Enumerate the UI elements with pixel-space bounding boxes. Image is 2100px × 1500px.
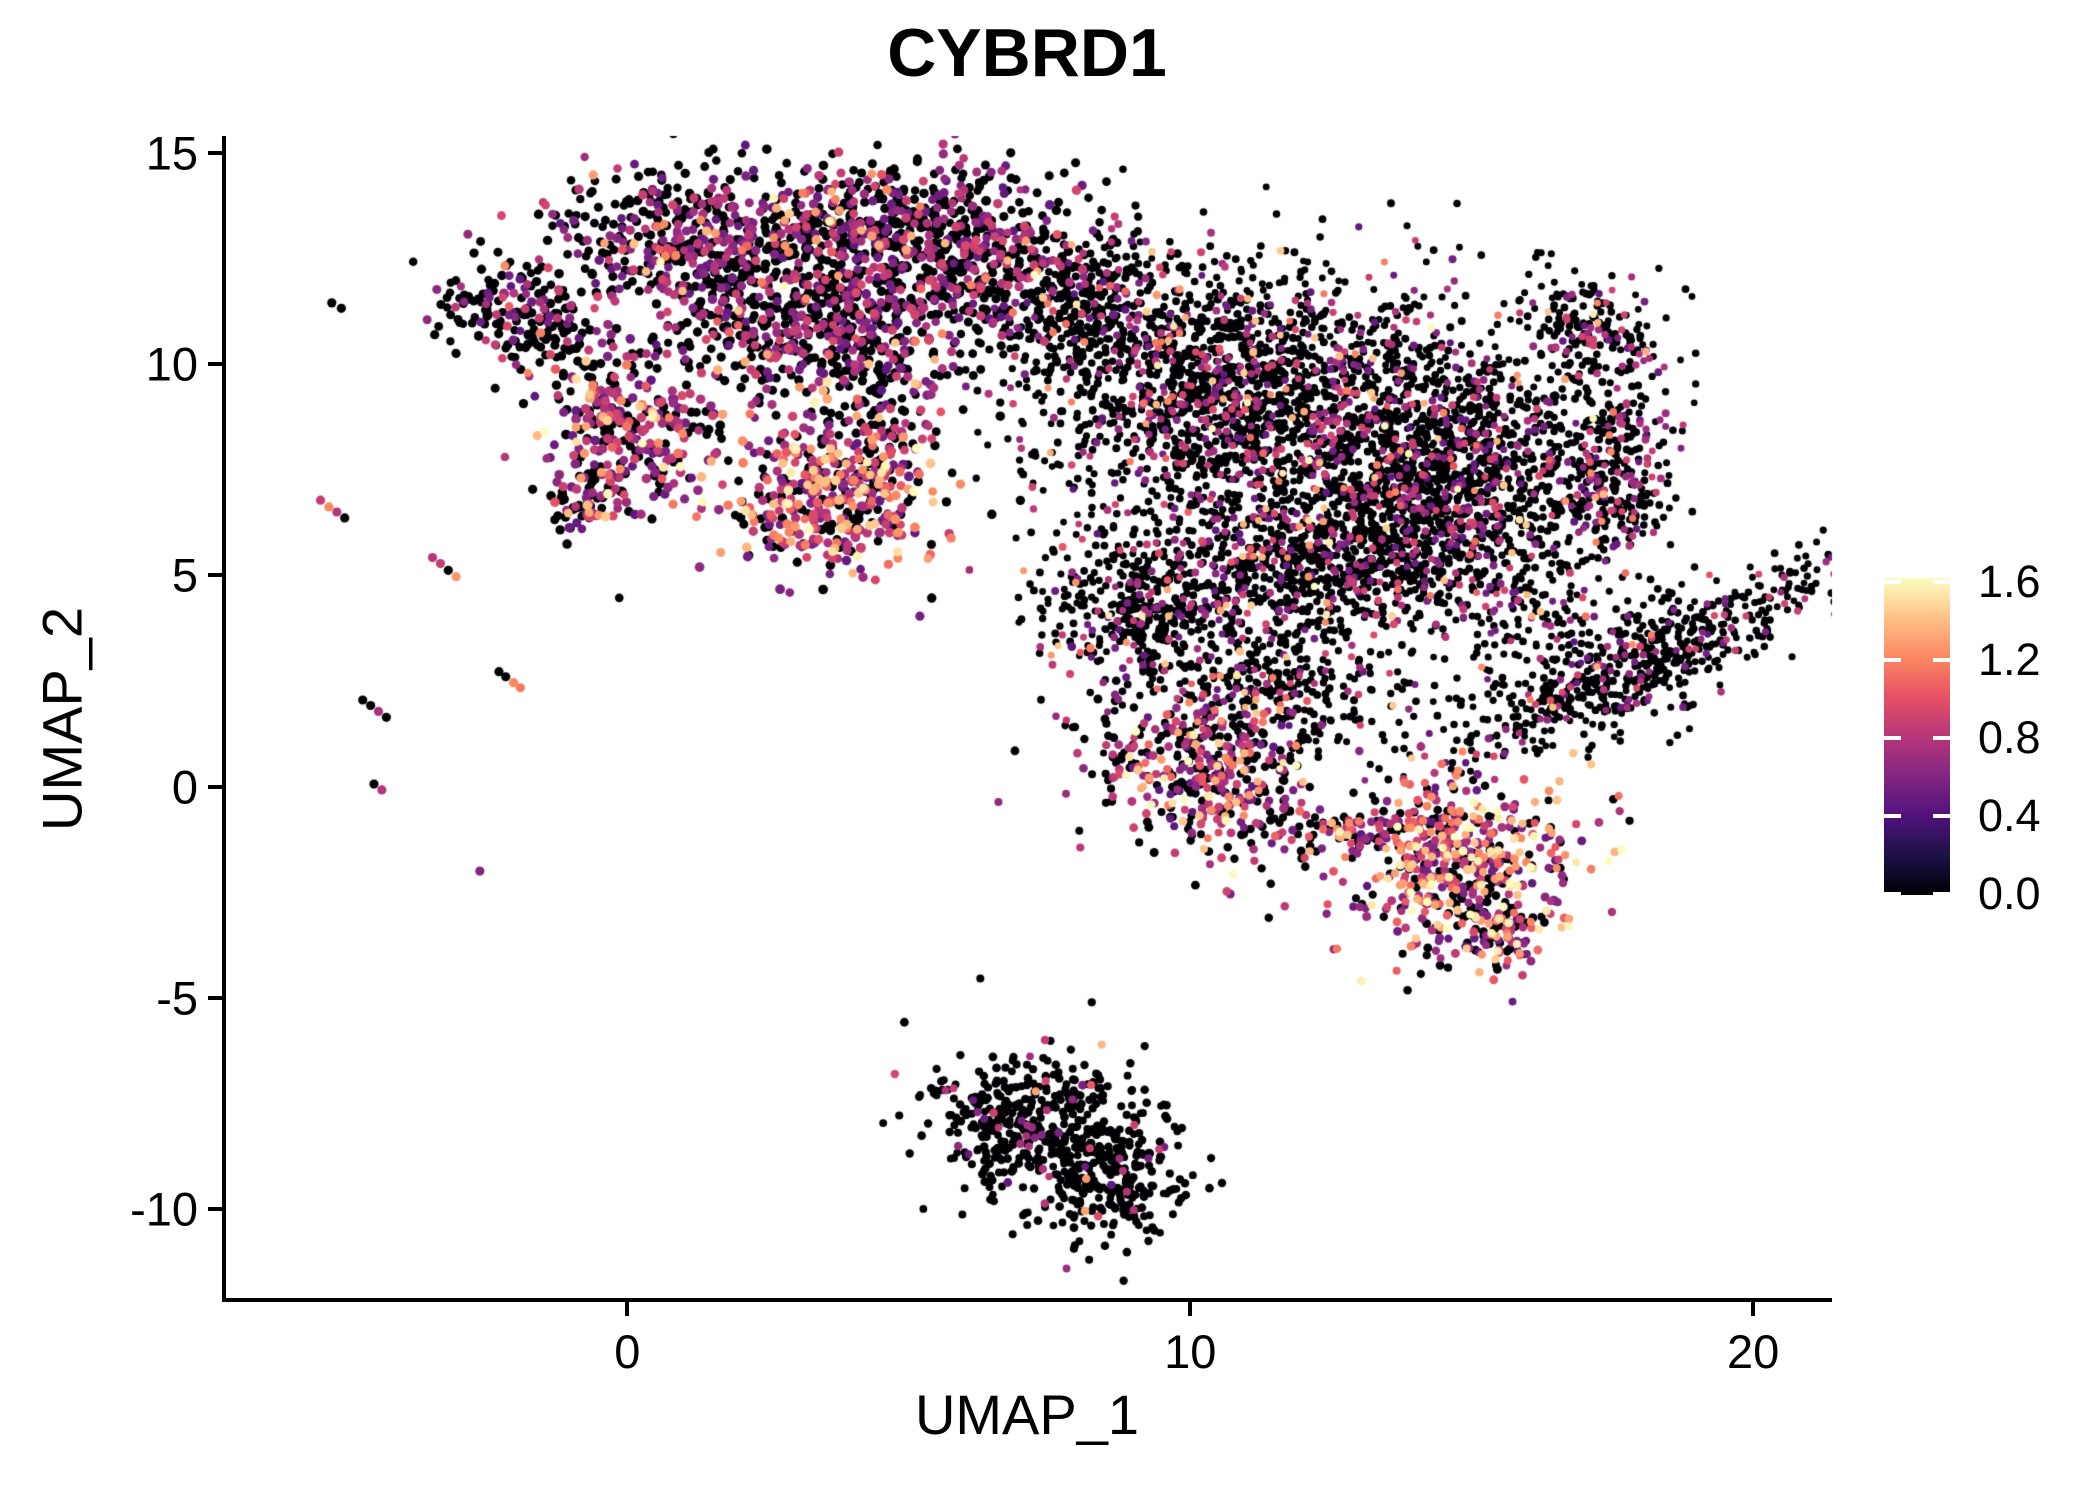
legend-tick: [1933, 891, 1950, 896]
tick-mark: [1751, 1302, 1756, 1316]
x-tick-label: 20: [1727, 1325, 1780, 1378]
legend-tick: [1884, 580, 1901, 584]
y-tick-label: 10: [145, 337, 198, 391]
x-tick-label: 10: [1164, 1325, 1217, 1378]
colorbar-tick-label: 1.6: [1978, 556, 2041, 607]
colorbar-tick-label: 1.2: [1978, 633, 2041, 685]
y-tick-label: 15: [145, 126, 198, 180]
tick-mark: [208, 784, 222, 789]
x-tick-label: 0: [614, 1325, 641, 1378]
legend-tick: [1933, 813, 1950, 818]
legend-tick: [1884, 657, 1901, 662]
tick-mark: [208, 573, 222, 578]
tick-mark: [208, 150, 222, 155]
y-tick-label: 5: [171, 548, 198, 602]
tick-mark: [1188, 1302, 1193, 1316]
y-tick-label: -5: [156, 971, 198, 1025]
x-axis-title: UMAP_1: [914, 1383, 1140, 1446]
y-tick-label: 0: [171, 760, 198, 814]
tick-mark: [208, 1207, 222, 1212]
plot-title: CYBRD1: [887, 15, 1167, 91]
colorbar-tick-label: 0.0: [1978, 867, 2041, 919]
legend-tick: [1884, 813, 1901, 818]
y-tick-label: -10: [130, 1182, 198, 1236]
tick-mark: [625, 1302, 630, 1316]
colorbar-tick-label: 0.4: [1978, 789, 2041, 841]
tick-mark: [208, 995, 222, 1000]
tick-mark: [208, 362, 222, 367]
legend-tick: [1884, 735, 1901, 740]
y-axis-title: UMAP_2: [30, 606, 94, 832]
legend-tick: [1933, 735, 1950, 740]
legend-tick: [1933, 657, 1950, 662]
legend-tick: [1884, 891, 1901, 896]
legend-tick: [1933, 580, 1950, 584]
colorbar-tick-label: 0.8: [1978, 711, 2041, 763]
